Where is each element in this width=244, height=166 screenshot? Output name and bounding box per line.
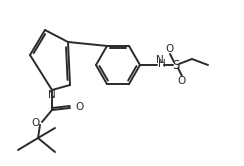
Text: O: O — [178, 76, 186, 86]
Text: H: H — [158, 58, 166, 69]
Text: O: O — [75, 102, 83, 112]
Text: N: N — [48, 90, 56, 100]
Text: S: S — [172, 58, 180, 72]
Text: O: O — [166, 44, 174, 54]
Text: O: O — [31, 118, 39, 128]
Text: N: N — [156, 55, 164, 65]
